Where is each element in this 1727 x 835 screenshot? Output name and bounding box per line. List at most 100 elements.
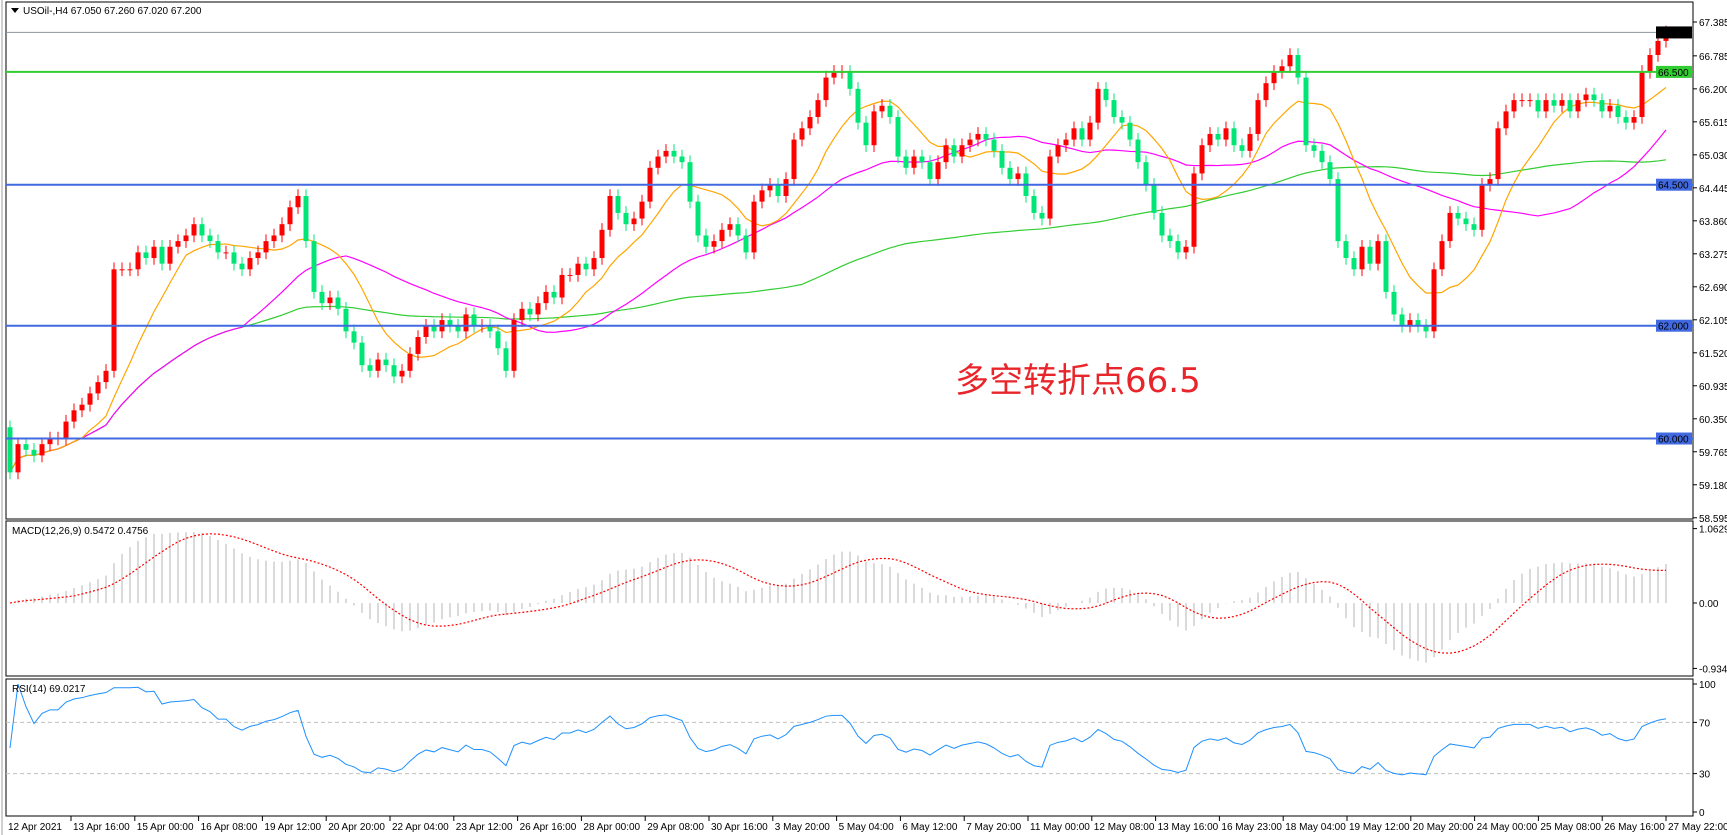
candle [471,307,477,333]
candle-body [87,393,93,405]
candle [143,245,149,265]
candle [1119,110,1125,130]
candle [1095,82,1101,130]
candle [575,256,581,282]
level-label-bg [1656,65,1692,78]
candle [1111,93,1117,124]
candle-body [1055,145,1061,157]
candle [1447,206,1453,248]
candle-body [151,246,157,259]
candle [359,335,365,372]
candle-body [967,139,973,146]
candle [23,437,29,457]
candle [463,307,469,339]
candle [487,318,493,339]
candle [911,149,917,175]
candle-body [263,241,269,253]
candle-body [63,421,69,439]
candle [1487,172,1493,192]
candle-body [1343,241,1349,259]
candle [1271,65,1277,90]
candle [855,82,861,130]
candle [535,296,541,322]
candle [1071,121,1077,147]
candle-body [1447,212,1453,242]
candle [823,70,829,107]
candle [1255,93,1261,141]
candle [623,206,629,231]
candle-body [831,71,837,78]
time-tick-label: 23 Apr 12:00 [456,822,513,833]
rsi-panel [5,678,1694,817]
candle-body [415,336,421,354]
candle [679,149,685,169]
candle [1287,48,1293,74]
candle [767,177,773,198]
time-tick-label: 12 May 08:00 [1094,822,1155,833]
candle [791,132,797,186]
candle-body [471,314,477,326]
candle [895,110,901,164]
ma-slow-line [9,159,1667,473]
ma-mid-line [9,129,1667,473]
time-tick-label: 22 Apr 04:00 [392,822,449,833]
candle-body [119,269,125,271]
candle-body [1231,128,1237,146]
candle-body [1367,246,1373,264]
candle-body [663,150,669,157]
candle-body [1311,145,1317,151]
time-tick-label: 26 May 16:00 [1604,822,1665,833]
candle [1215,127,1221,147]
candle [71,403,77,429]
price-tick-label: 67.385 [1699,18,1727,29]
candle [87,386,93,412]
candle-body [1031,195,1037,213]
candle [1175,234,1181,260]
candle-body [215,241,221,253]
candle-body [135,252,141,270]
candle-body [1287,54,1293,67]
candle [1351,251,1357,277]
time-tick-label: 20 Apr 20:00 [328,822,385,833]
candle-body [1623,117,1629,123]
rsi-label: RSI(14) 69.0217 [12,684,86,695]
candle [1055,138,1061,164]
candle [1183,239,1189,260]
candle-body [1431,269,1437,332]
candle [1575,93,1581,119]
time-tick-label: 30 Apr 16:00 [711,822,768,833]
candle [311,234,317,299]
candle [183,228,189,248]
level-label: 64.500 [1658,181,1689,192]
candle-body [1079,128,1085,140]
candle-body [391,365,397,377]
candle [583,256,589,277]
candle-body [543,291,549,304]
candle-body [71,410,77,422]
candle [1207,127,1213,153]
rsi-tick-label: 30 [1699,770,1711,781]
candle [735,217,741,243]
candle [991,132,997,158]
candle-body [455,325,461,332]
price-tick-label: 63.860 [1699,217,1727,228]
candle-body [935,162,941,180]
candle-body [1319,150,1325,163]
level-label-bg [1656,432,1692,445]
candle [7,420,13,480]
time-tick-label: 6 May 12:00 [902,822,957,833]
candle [639,194,645,226]
price-tick-label: 66.785 [1699,52,1727,63]
candle-body [295,195,301,208]
candle-body [879,105,885,112]
candle [1471,217,1477,237]
candle-body [943,145,949,163]
candle [295,189,301,215]
candle [455,318,461,339]
time-tick-label: 16 Apr 08:00 [201,822,258,833]
time-tick-label: 24 May 00:00 [1477,822,1538,833]
candle-body [175,241,181,247]
candle [495,324,501,356]
price-tick-label: 66.200 [1699,85,1727,96]
